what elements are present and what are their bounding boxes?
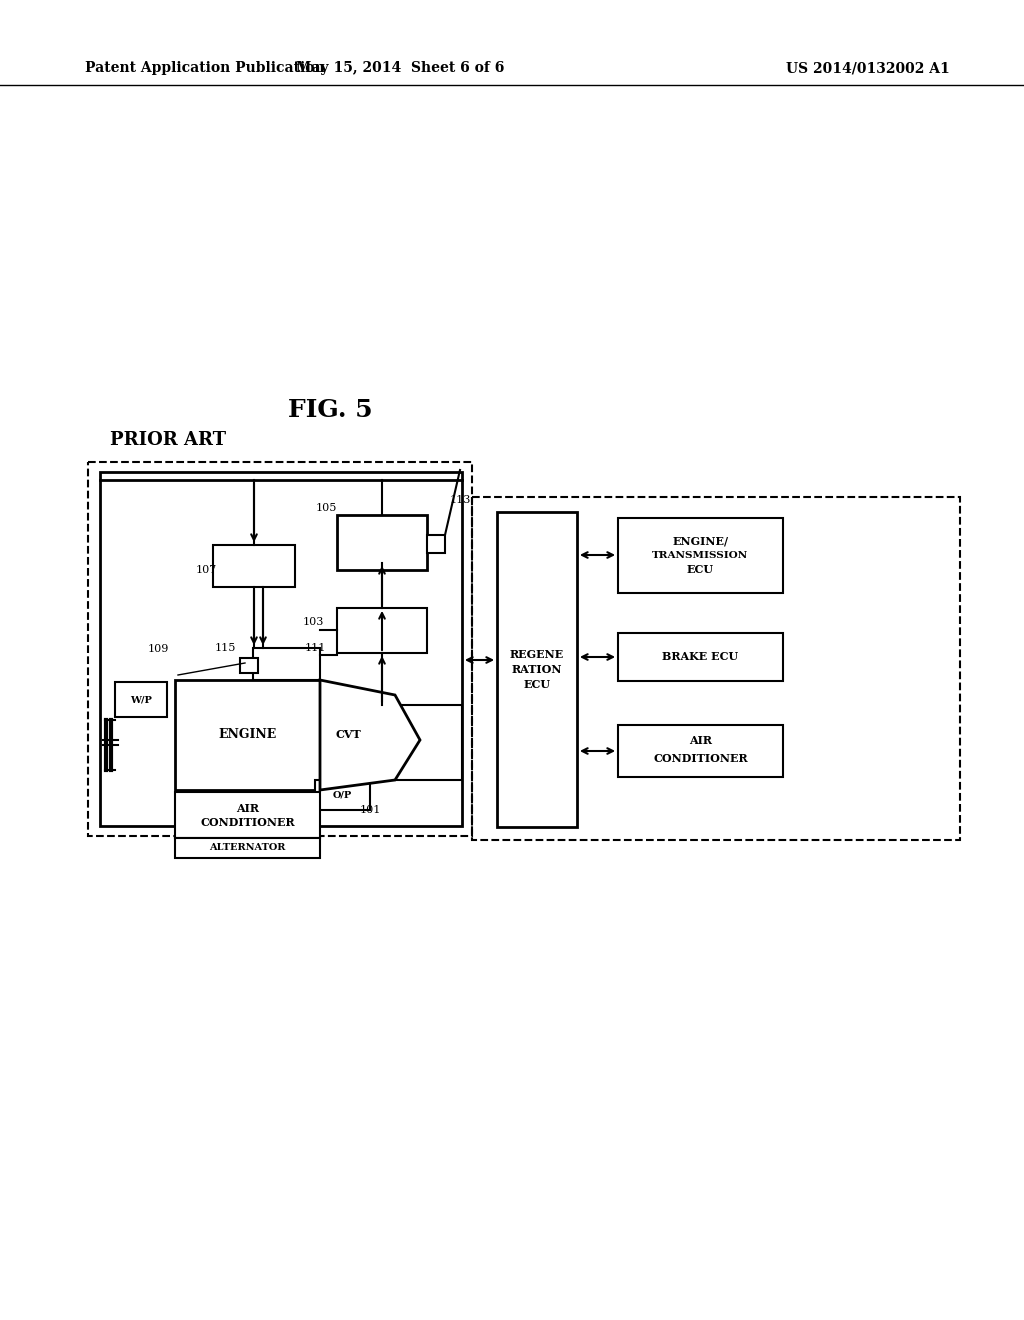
Text: ENGINE: ENGINE [218, 729, 276, 742]
Bar [618, 517, 783, 593]
Bar [618, 634, 783, 681]
Bar [370, 705, 462, 780]
Text: CVT: CVT [335, 730, 360, 741]
Polygon shape [319, 680, 420, 789]
Text: ALTERNATOR: ALTERNATOR [209, 843, 286, 853]
Text: 103: 103 [303, 616, 325, 627]
Bar [337, 609, 427, 653]
Bar [337, 515, 427, 570]
Text: REGENE: REGENE [510, 649, 564, 660]
Bar [175, 680, 319, 789]
Text: CONDITIONER: CONDITIONER [653, 754, 748, 764]
Text: PRIOR ART: PRIOR ART [110, 432, 226, 449]
Text: Patent Application Publication: Patent Application Publication [85, 61, 325, 75]
Text: May 15, 2014  Sheet 6 of 6: May 15, 2014 Sheet 6 of 6 [296, 61, 504, 75]
Text: 111: 111 [305, 643, 327, 653]
Bar [618, 725, 783, 777]
Text: AIR: AIR [236, 803, 259, 813]
Bar [115, 682, 167, 717]
Text: RATION: RATION [512, 664, 562, 675]
Bar [100, 473, 462, 826]
Text: US 2014/0132002 A1: US 2014/0132002 A1 [786, 61, 950, 75]
Bar [175, 838, 319, 858]
Text: O/P: O/P [333, 791, 351, 800]
Text: FIG. 5: FIG. 5 [288, 399, 373, 422]
Bar [315, 780, 370, 810]
Bar [213, 545, 295, 587]
Bar [427, 535, 445, 553]
Text: 105: 105 [316, 503, 337, 513]
Bar [472, 498, 961, 840]
Bar [88, 462, 472, 836]
Text: 101: 101 [360, 805, 381, 814]
Text: BRAKE ECU: BRAKE ECU [663, 652, 738, 663]
Text: 115: 115 [215, 643, 237, 653]
Bar [253, 648, 319, 680]
Text: ECU: ECU [523, 678, 551, 690]
Bar [175, 792, 319, 838]
Text: 113: 113 [450, 495, 471, 506]
Text: ECU: ECU [687, 564, 714, 576]
Text: TRANSMISSION: TRANSMISSION [652, 550, 749, 560]
Text: W/P: W/P [130, 696, 152, 705]
Text: CONDITIONER: CONDITIONER [200, 817, 295, 829]
Text: 107: 107 [196, 565, 217, 576]
Text: 109: 109 [148, 644, 169, 653]
Bar [497, 512, 577, 828]
Text: ENGINE/: ENGINE/ [673, 536, 728, 546]
Text: AIR: AIR [689, 735, 712, 747]
Bar [240, 657, 258, 673]
